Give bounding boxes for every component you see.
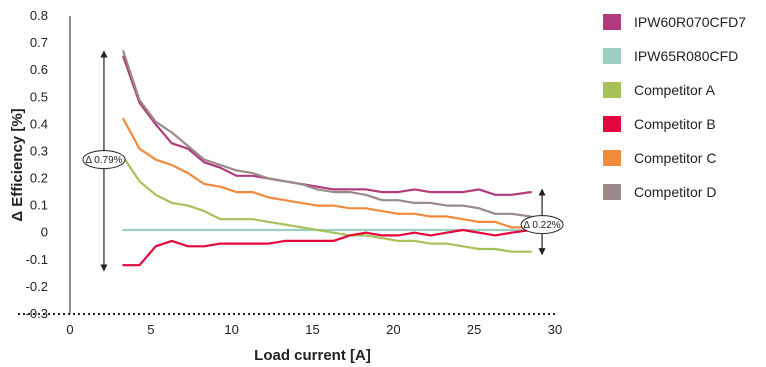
y-tick-label: 0.3 [30, 143, 48, 158]
legend-swatch [603, 82, 621, 98]
legend-item: IPW60R070CFD7 [603, 14, 746, 30]
series-line-6 [122, 50, 532, 218]
legend-label: Competitor D [634, 184, 716, 200]
legend-label: Competitor C [634, 150, 716, 166]
legend-item: Competitor A [603, 82, 716, 98]
legend-swatch [603, 150, 621, 166]
series-line-5 [122, 117, 532, 229]
y-axis-title: Δ Efficiency [%] [9, 108, 26, 221]
legend-item: Competitor D [603, 184, 716, 200]
y-tick-label: 0.6 [30, 62, 48, 77]
delta-annotation-1: Δ 0.79% [82, 50, 126, 272]
delta-bubble [520, 215, 564, 235]
delta-label: Δ 0.22% [523, 220, 560, 231]
y-tick-label: -0.1 [26, 252, 48, 267]
x-tick-label: 20 [386, 322, 400, 337]
y-tick-label: 0.1 [30, 198, 48, 213]
y-tick-label: 0.2 [30, 171, 48, 186]
y-tick-label: 0.8 [30, 8, 48, 23]
legend-swatch [603, 48, 621, 64]
y-tick-label: 0 [41, 225, 48, 240]
x-tick-label: 30 [548, 322, 562, 337]
legend-swatch [603, 14, 621, 30]
legend-label: Competitor A [634, 82, 716, 98]
legend-label: IPW60R070CFD7 [634, 14, 746, 30]
x-axis-ticks: 0 5 10 15 20 25 30 [66, 322, 562, 337]
y-axis-ticks: -0.3 -0.2 -0.1 0 0.1 0.2 0.3 0.4 0.5 0.6 0.7 0.8 [26, 8, 48, 321]
x-tick-label: 5 [147, 322, 154, 337]
series-line-4 [122, 228, 532, 267]
legend-label: IPW65R080CFD [634, 48, 738, 64]
delta-annotation-2: Δ 0.22% [520, 188, 564, 256]
y-tick-label: 0.7 [30, 35, 48, 50]
y-tick-label: 0.5 [30, 89, 48, 104]
x-axis-title: Load current [A] [254, 347, 371, 364]
legend-item: Competitor C [603, 150, 716, 166]
x-tick-label: 15 [305, 322, 319, 337]
legend-swatch [603, 184, 621, 200]
y-tick-label: -0.3 [26, 306, 48, 321]
legend-swatch [603, 116, 621, 132]
annotation-layer: Δ 0.79% Δ 0.22% [82, 50, 564, 272]
x-tick-label: 25 [467, 322, 481, 337]
legend-item: IPW65R080CFD [603, 48, 738, 64]
series-layer [122, 50, 532, 267]
axes [18, 16, 555, 315]
legend: IPW60R070CFD7 IPW65R080CFD Competitor A Com… [603, 14, 746, 200]
y-tick-label: -0.2 [26, 279, 48, 294]
series-line-1 [122, 55, 532, 196]
legend-item: Competitor B [603, 116, 716, 132]
x-tick-label: 10 [224, 322, 238, 337]
x-tick-label: 0 [66, 322, 73, 337]
series-line-3 [122, 155, 532, 253]
delta-bubble [82, 150, 126, 170]
legend-label: Competitor B [634, 116, 716, 132]
delta-label: Δ 0.79% [85, 155, 122, 166]
y-tick-label: 0.4 [30, 116, 48, 131]
